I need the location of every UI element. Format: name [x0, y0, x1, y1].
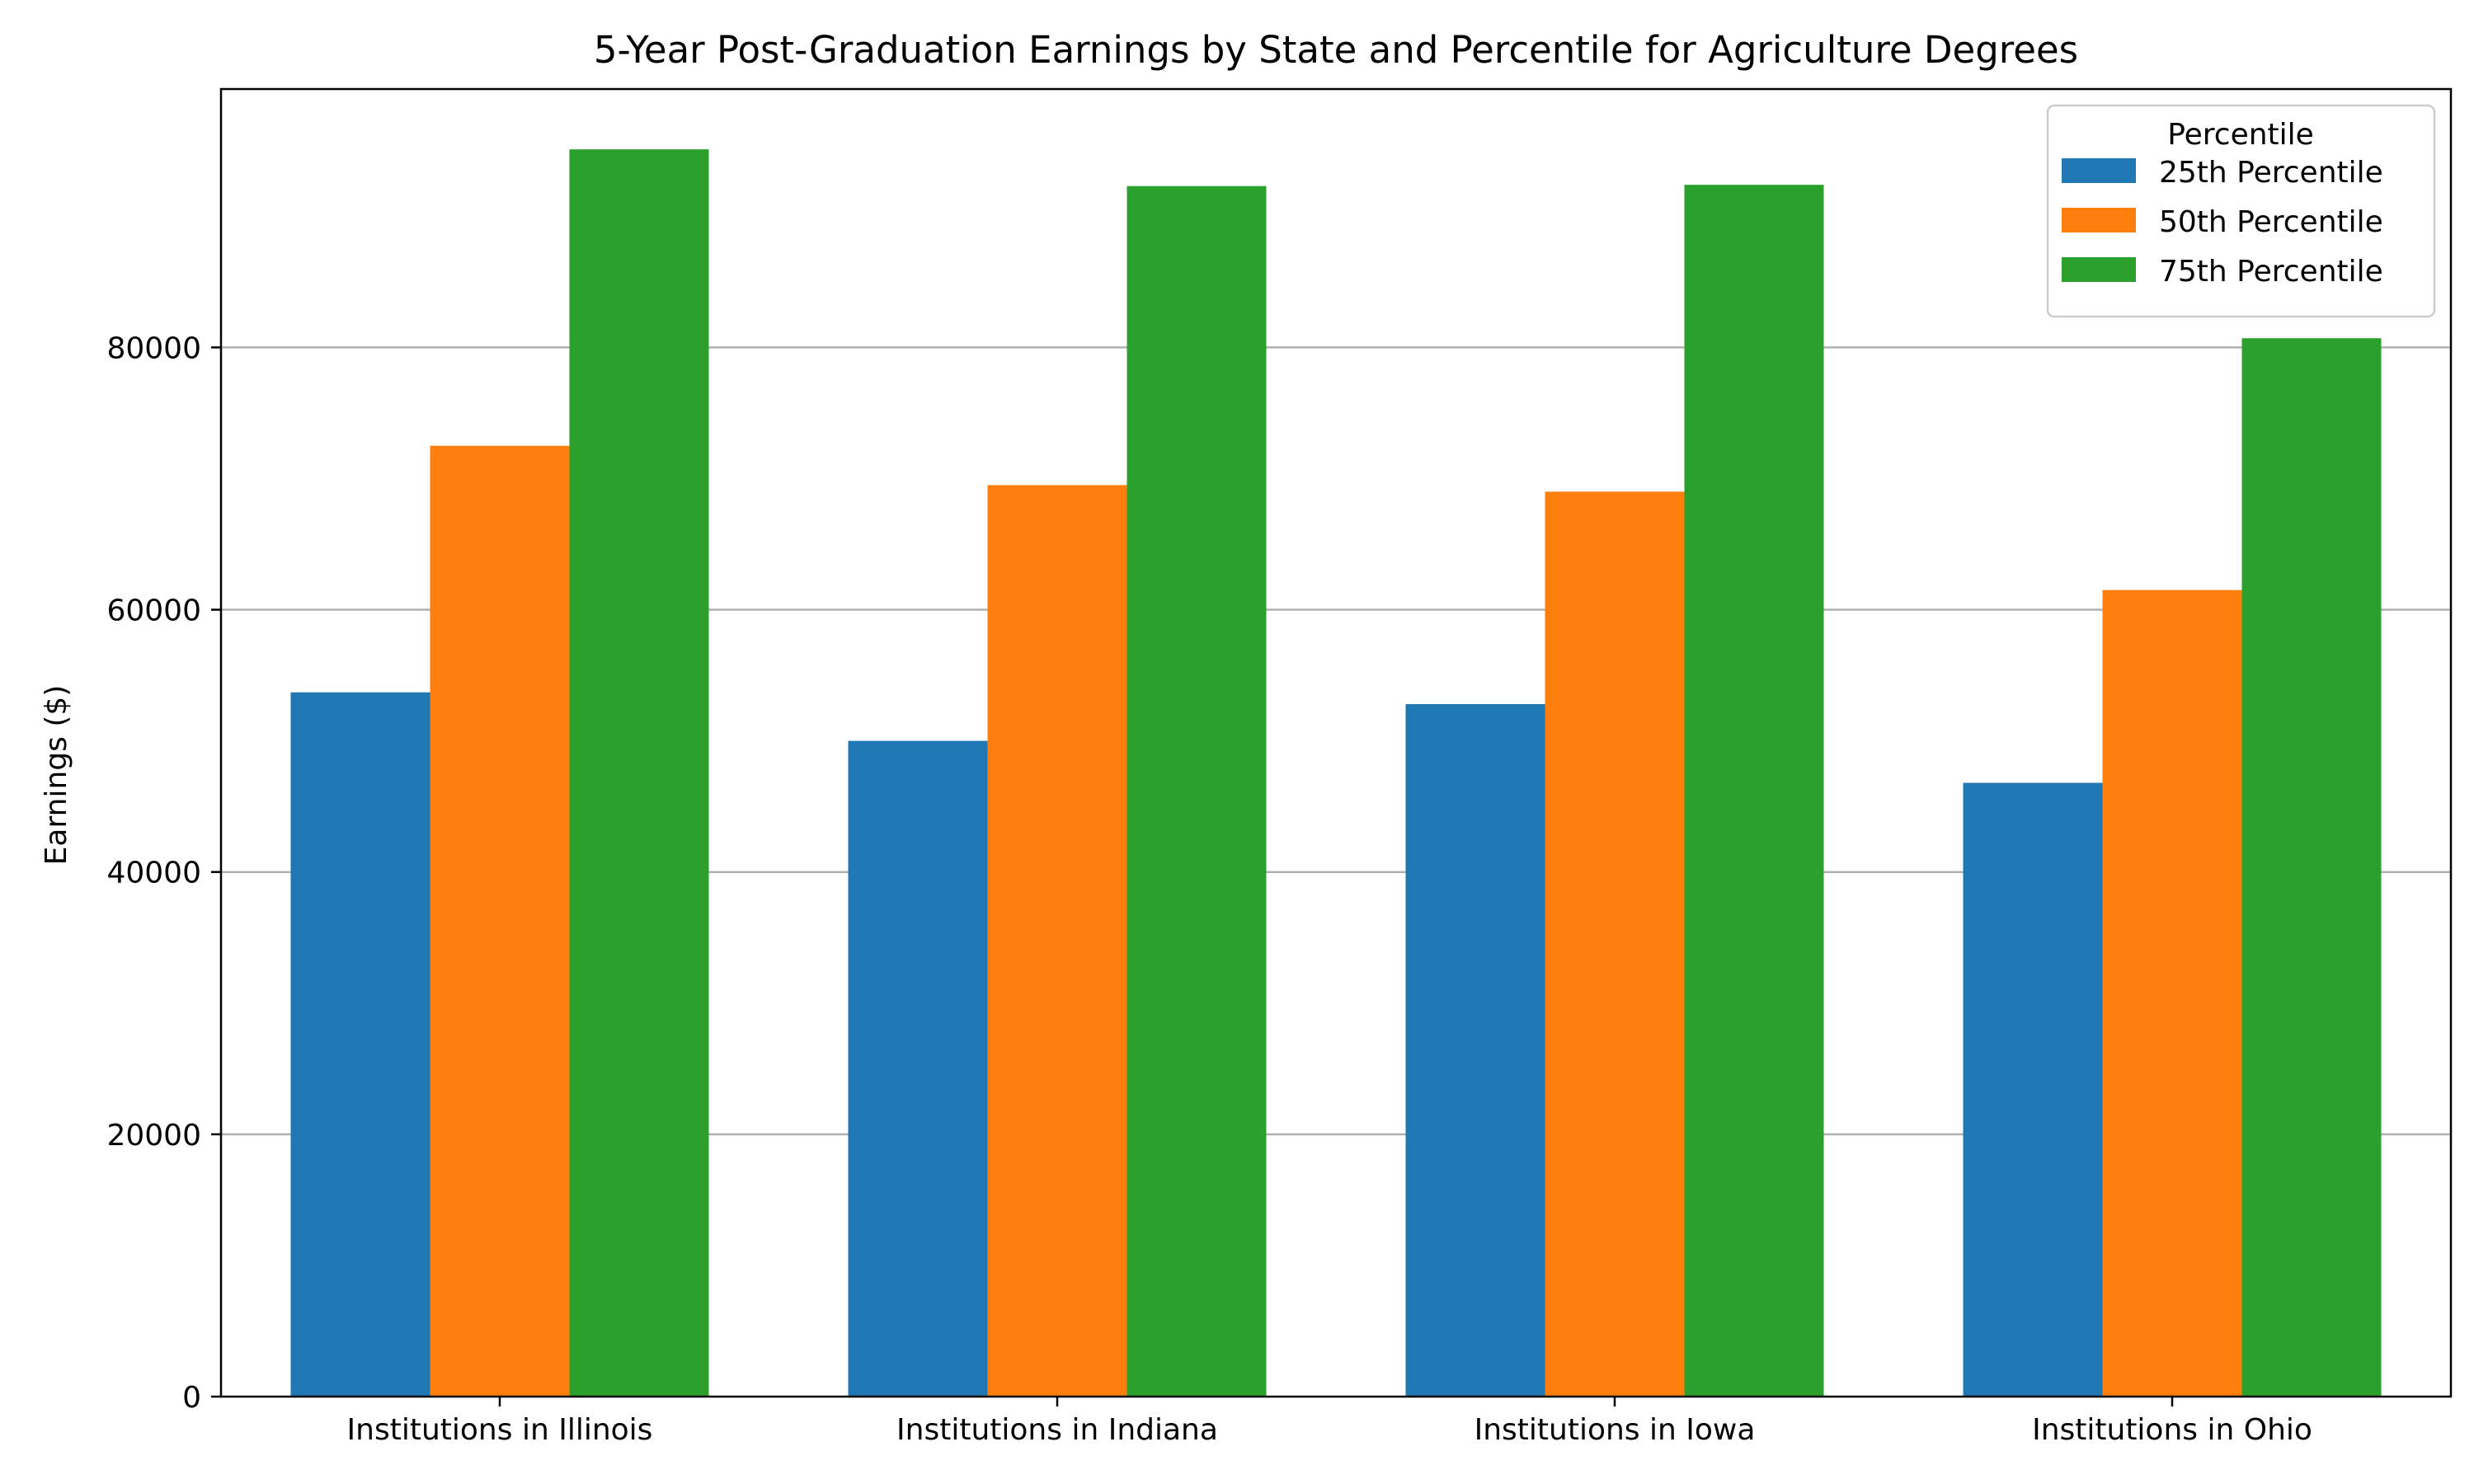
y-axis-label: Earnings ($)	[40, 685, 73, 866]
x-tick-label: Institutions in Illinois	[347, 1413, 653, 1447]
x-tick-label: Institutions in Indiana	[896, 1413, 1218, 1447]
legend: Percentile 25th Percentile 50th Percentil…	[2046, 104, 2436, 318]
y-tick-label: 60000	[106, 594, 201, 628]
bar-50th-percentile-3	[2102, 589, 2242, 1397]
legend-label: 25th Percentile	[2159, 156, 2383, 190]
bar-25th-percentile-1	[848, 740, 988, 1397]
y-tick-label: 80000	[106, 331, 201, 365]
y-tick-label: 40000	[106, 857, 201, 890]
legend-swatch	[2062, 257, 2136, 282]
y-axis: 0 20000 40000 60000 80000	[106, 331, 221, 1415]
x-axis: Institutions in Illinois Institutions in …	[347, 1397, 2312, 1447]
bar-50th-percentile-1	[987, 485, 1127, 1397]
legend-box	[2046, 104, 2436, 318]
bar-75th-percentile-3	[2241, 338, 2382, 1397]
y-tick-label: 0	[182, 1381, 201, 1415]
legend-swatch	[2062, 208, 2136, 232]
bar-25th-percentile-3	[1963, 782, 2103, 1397]
y-tick-label: 20000	[106, 1119, 201, 1153]
bar-25th-percentile-2	[1405, 704, 1545, 1397]
bar-50th-percentile-0	[430, 445, 570, 1397]
bar-50th-percentile-2	[1545, 491, 1685, 1397]
chart-title: 5-Year Post-Graduation Earnings by State…	[594, 28, 2078, 72]
x-tick-label: Institutions in Ohio	[2032, 1413, 2312, 1447]
bar-75th-percentile-1	[1126, 186, 1267, 1397]
legend-label: 50th Percentile	[2159, 205, 2383, 239]
legend-label: 75th Percentile	[2159, 255, 2383, 289]
bars	[290, 149, 2382, 1397]
legend-swatch	[2062, 158, 2136, 183]
legend-title: Percentile	[2167, 118, 2314, 152]
bar-75th-percentile-0	[569, 149, 709, 1397]
x-tick-label: Institutions in Iowa	[1475, 1413, 1756, 1447]
bar-75th-percentile-2	[1684, 185, 1824, 1397]
bar-25th-percentile-0	[290, 692, 430, 1397]
plot-frame	[219, 87, 2453, 1398]
